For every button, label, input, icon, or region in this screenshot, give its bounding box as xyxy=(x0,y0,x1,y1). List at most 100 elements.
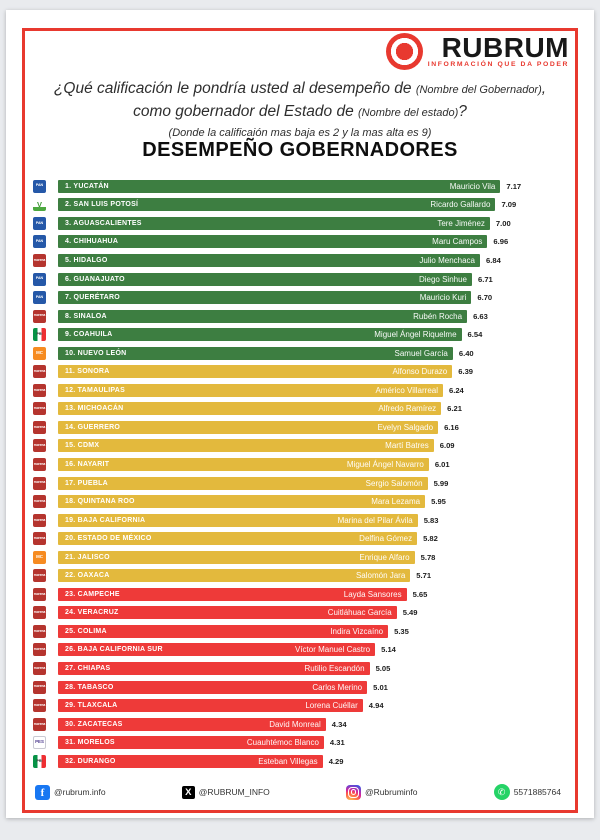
pes-party-icon: PES xyxy=(33,736,46,750)
governor-name: Miguel Ángel Navarro xyxy=(346,459,424,469)
state-label: 3. AGUASCALIENTES xyxy=(65,219,142,227)
score-value: 5.49 xyxy=(402,608,418,618)
state-label: 26. BAJA CALIFORNIA SUR xyxy=(65,646,163,654)
morena-party-icon: morena xyxy=(33,457,46,471)
score-bar: 6. GUANAJUATO Diego Sinhue xyxy=(58,272,472,286)
score-value: 6.16 xyxy=(444,422,459,432)
morena-party-icon: morena xyxy=(33,420,46,434)
table-row: morena 23. CAMPECHE Layda Sansores 5.65 xyxy=(25,585,575,604)
morena-party-icon: morena xyxy=(33,439,46,453)
state-label: 17. PUEBLA xyxy=(65,479,108,487)
state-label: 15. CDMX xyxy=(65,442,100,450)
score-value: 7.00 xyxy=(495,218,511,228)
morena-party-icon: morena xyxy=(33,569,46,583)
poster-frame: RUBRUM INFORMACIÓN QUE DA PODER ¿Qué cal… xyxy=(22,28,578,813)
score-value: 6.40 xyxy=(458,348,474,358)
state-label: 4. CHIHUAHUA xyxy=(65,238,119,246)
morena-party-icon: morena xyxy=(33,680,46,694)
state-label: 7. QUERÉTARO xyxy=(65,294,120,302)
score-bar: 13. MICHOACÁN Alfredo Ramírez xyxy=(58,402,442,416)
table-row: MC 21. JALISCO Enrique Alfaro 5.78 xyxy=(25,548,575,567)
score-bar: 15. CDMX Martí Batres xyxy=(58,439,434,453)
score-bar: 24. VERACRUZ Cuitláhuac García xyxy=(58,606,397,620)
brand-name: RUBRUM xyxy=(441,32,569,63)
governor-name: Américo Villarreal xyxy=(375,385,438,395)
governor-name: Mauricio Vila xyxy=(449,181,496,191)
morena-party-icon: morena xyxy=(33,699,46,713)
social-footer: f @rubrum.info X @RUBRUM_INFO @Rubruminf… xyxy=(25,779,575,805)
score-value: 6.01 xyxy=(434,459,450,469)
table-row: PRI 32. DURANGO Esteban Villegas 4.29 xyxy=(25,752,575,771)
score-bar: 18. QUINTANA ROO Mara Lezama xyxy=(58,495,426,509)
score-bar: 10. NUEVO LEÓN Samuel García xyxy=(58,346,453,360)
facebook-icon: f xyxy=(35,784,50,800)
instagram-icon xyxy=(345,784,361,800)
pan-party-icon: PAN xyxy=(33,179,46,193)
table-row: PAN 3. AGUASCALIENTES Tere Jiménez 7.00 xyxy=(25,214,575,233)
score-value: 6.54 xyxy=(467,330,483,340)
score-bar: 8. SINALOA Rubén Rocha xyxy=(58,309,468,323)
morena-party-icon: morena xyxy=(33,513,46,527)
governor-name: Sergio Salomón xyxy=(365,478,423,488)
score-value: 7.09 xyxy=(501,200,517,210)
score-value: 5.65 xyxy=(412,589,428,599)
score-bar: 22. OAXACA Salomón Jara xyxy=(58,569,411,583)
score-bar: 3. AGUASCALIENTES Tere Jiménez xyxy=(58,216,490,230)
state-label: 12. TAMAULIPAS xyxy=(65,386,126,394)
bullseye-icon xyxy=(385,33,423,70)
state-label: 22. OAXACA xyxy=(65,572,110,580)
governor-name: Ricardo Gallardo xyxy=(430,200,491,210)
table-row: morena 27. CHIAPAS Rutilio Escandón 5.05 xyxy=(25,659,575,678)
score-bar: 11. SONORA Alfonso Durazo xyxy=(58,365,453,379)
table-row: PRI 9. COAHUILA Miguel Ángel Riquelme 6.… xyxy=(25,325,575,344)
governor-name: Mara Lezama xyxy=(371,497,421,507)
whatsapp-icon: ✆ xyxy=(493,784,510,800)
governor-name: Julio Menchaca xyxy=(419,255,476,265)
state-label: 28. TABASCO xyxy=(65,683,114,691)
score-value: 5.35 xyxy=(394,626,409,636)
score-value: 6.70 xyxy=(477,293,493,303)
score-value: 5.05 xyxy=(375,663,391,673)
governor-name: Marina del Pilar Ávila xyxy=(337,515,413,525)
state-label: 16. NAYARIT xyxy=(65,460,110,468)
table-row: MC 10. NUEVO LEÓN Samuel García 6.40 xyxy=(25,344,575,363)
table-row: morena 29. TLAXCALA Lorena Cuéllar 4.94 xyxy=(25,696,575,715)
table-row: morena 24. VERACRUZ Cuitláhuac García 5.… xyxy=(25,604,575,623)
table-row: morena 13. MICHOACÁN Alfredo Ramírez 6.2… xyxy=(25,400,575,419)
governor-name: Carlos Merino xyxy=(312,682,363,692)
pri-party-icon: PRI xyxy=(33,754,46,768)
morena-party-icon: morena xyxy=(33,717,46,731)
rubrum-logo: RUBRUM INFORMACIÓN QUE DA PODER xyxy=(385,32,569,70)
morena-party-icon: morena xyxy=(33,476,46,490)
governor-name: Maru Campos xyxy=(432,237,483,247)
score-value: 6.09 xyxy=(439,441,455,451)
table-row: morena 14. GUERRERO Evelyn Salgado 6.16 xyxy=(25,418,575,437)
governor-name: Tere Jiménez xyxy=(437,218,485,228)
score-bar: 25. COLIMA Indira Vizcaíno xyxy=(58,624,389,638)
score-value: 6.71 xyxy=(478,274,493,284)
state-label: 23. CAMPECHE xyxy=(65,590,120,598)
score-bar: 29. TLAXCALA Lorena Cuéllar xyxy=(58,699,363,713)
pvem-party-icon: V xyxy=(33,198,46,212)
governor-name: Esteban Villegas xyxy=(258,756,318,766)
question-line-2: como gobernador del Estado de (Nombre de… xyxy=(133,103,467,120)
state-label: 27. CHIAPAS xyxy=(65,664,111,672)
governor-name: Rutilio Escandón xyxy=(304,663,365,673)
state-label: 21. JALISCO xyxy=(65,553,110,561)
score-bar: 4. CHIHUAHUA Maru Campos xyxy=(58,235,488,249)
instagram-handle: @Rubruminfo xyxy=(345,784,418,800)
state-label: 32. DURANGO xyxy=(65,757,116,765)
score-bar: 9. COAHUILA Miguel Ángel Riquelme xyxy=(58,328,462,342)
score-value: 5.99 xyxy=(433,478,449,488)
governor-name: Cuauhtémoc Blanco xyxy=(246,738,319,748)
morena-party-icon: morena xyxy=(33,606,46,620)
score-value: 5.01 xyxy=(373,682,388,692)
morena-party-icon: morena xyxy=(33,624,46,638)
state-label: 14. GUERRERO xyxy=(65,423,121,431)
score-value: 6.96 xyxy=(493,237,509,247)
state-label: 20. ESTADO DE MÉXICO xyxy=(65,535,152,543)
score-value: 5.78 xyxy=(420,552,436,562)
governor-name: Samuel García xyxy=(394,348,448,358)
mc-party-icon: MC xyxy=(33,550,46,564)
morena-party-icon: morena xyxy=(33,253,46,267)
